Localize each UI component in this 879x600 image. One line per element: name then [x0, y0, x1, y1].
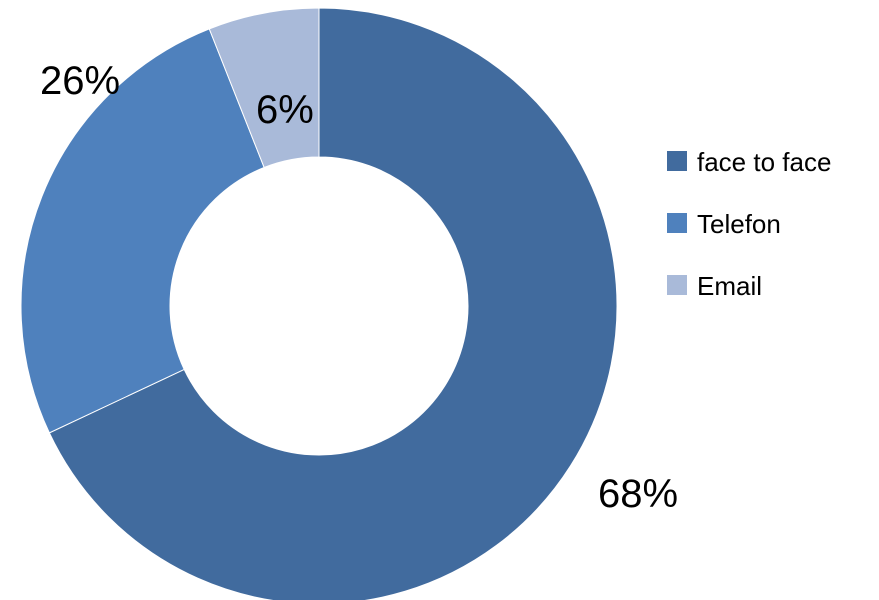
legend-label-face-to-face: face to face: [697, 147, 831, 177]
slice-face-to-face: [48, 7, 618, 600]
data-label-face-to-face: 68%: [598, 472, 678, 516]
data-label-telefon: 26%: [40, 59, 120, 103]
legend-item-email: Email: [667, 271, 762, 301]
slice-email: [208, 7, 320, 169]
legend: face to face Telefon Email: [667, 147, 831, 301]
legend-label-telefon: Telefon: [697, 209, 781, 239]
donut-slices: [20, 7, 618, 600]
legend-item-telefon: Telefon: [667, 209, 781, 239]
legend-item-face-to-face: face to face: [667, 147, 831, 177]
slice-telefon: [20, 28, 265, 434]
legend-swatch-telefon: [667, 213, 687, 233]
legend-swatch-face-to-face: [667, 151, 687, 171]
legend-label-email: Email: [697, 271, 762, 301]
legend-swatch-email: [667, 275, 687, 295]
data-label-email: 6%: [256, 88, 314, 132]
